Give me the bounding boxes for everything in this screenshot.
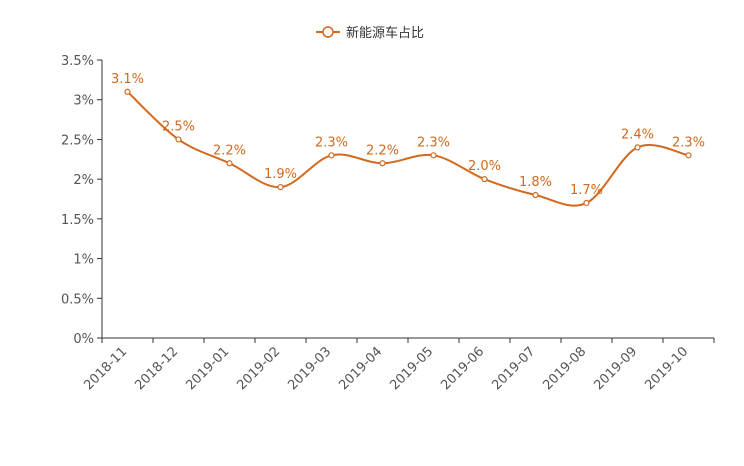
x-tick-label: 2019-10: [642, 344, 691, 393]
data-point: [532, 191, 539, 199]
series-line: [126, 91, 689, 207]
data-label: 1.9%: [264, 167, 297, 182]
data-point: [226, 160, 233, 167]
data-label: 2.4%: [621, 127, 654, 142]
x-tick-label: 2018-11: [81, 344, 130, 393]
data-point: [124, 88, 131, 95]
x-tick-label: 2019-03: [285, 344, 334, 393]
x-tick-label: 2019-08: [540, 344, 589, 393]
data-label: 2.3%: [672, 135, 705, 150]
x-axis-labels: 2018-11 2018-12 2019-01 2019-02 2019-03 2019-…: [81, 344, 691, 393]
x-tick-label: 2019-09: [591, 344, 640, 393]
x-tick-label: 2019-05: [387, 344, 436, 393]
y-tick-label: 1.5%: [61, 213, 94, 228]
data-label: 2.2%: [213, 143, 246, 158]
data-point: [685, 152, 692, 159]
data-labels-group: 3.1% 2.5% 2.2% 1.9% 2.3% 2.2% 2.3% 2.0% 1.8% 1.7%…: [111, 72, 705, 198]
y-tick-label: 3.5%: [61, 54, 94, 69]
y-axis-labels: 0% 0.5% 1% 1.5% 2% 2.5% 3% 3.5%: [61, 54, 94, 347]
data-label: 2.3%: [315, 135, 348, 150]
data-point: [634, 144, 641, 151]
data-label: 2.5%: [162, 119, 195, 134]
x-tick-label: 2019-07: [489, 344, 538, 393]
axes: [97, 59, 715, 343]
data-label: 2.2%: [366, 143, 399, 158]
data-label: 1.8%: [519, 175, 552, 190]
data-label: 3.1%: [111, 72, 144, 87]
x-tick-label: 2019-02: [234, 344, 283, 393]
legend[interactable]: 新能源车占比: [316, 25, 424, 41]
y-tick-label: 2.5%: [61, 133, 94, 148]
data-point: [379, 160, 386, 167]
y-tick-label: 0%: [73, 332, 94, 347]
y-tick-label: 0.5%: [61, 292, 94, 307]
data-point: [481, 176, 488, 183]
data-point: [583, 199, 590, 207]
y-tick-label: 2%: [73, 173, 94, 188]
x-tick-label: 2019-06: [438, 344, 487, 393]
y-tick-label: 3%: [73, 94, 94, 109]
series-group: [124, 88, 692, 207]
x-tick-label: 2018-12: [132, 344, 181, 393]
data-point: [175, 136, 182, 143]
data-label: 1.7%: [570, 183, 603, 198]
data-point: [328, 152, 335, 159]
legend-label: 新能源车占比: [346, 25, 424, 41]
legend-circle-marker: [322, 26, 334, 38]
x-tick-label: 2019-01: [183, 344, 232, 393]
data-point: [430, 152, 437, 159]
x-tick-label: 2019-04: [336, 344, 385, 393]
data-label: 2.3%: [417, 135, 450, 150]
data-label: 2.0%: [468, 159, 501, 174]
data-point: [277, 183, 284, 191]
y-tick-label: 1%: [73, 253, 94, 268]
